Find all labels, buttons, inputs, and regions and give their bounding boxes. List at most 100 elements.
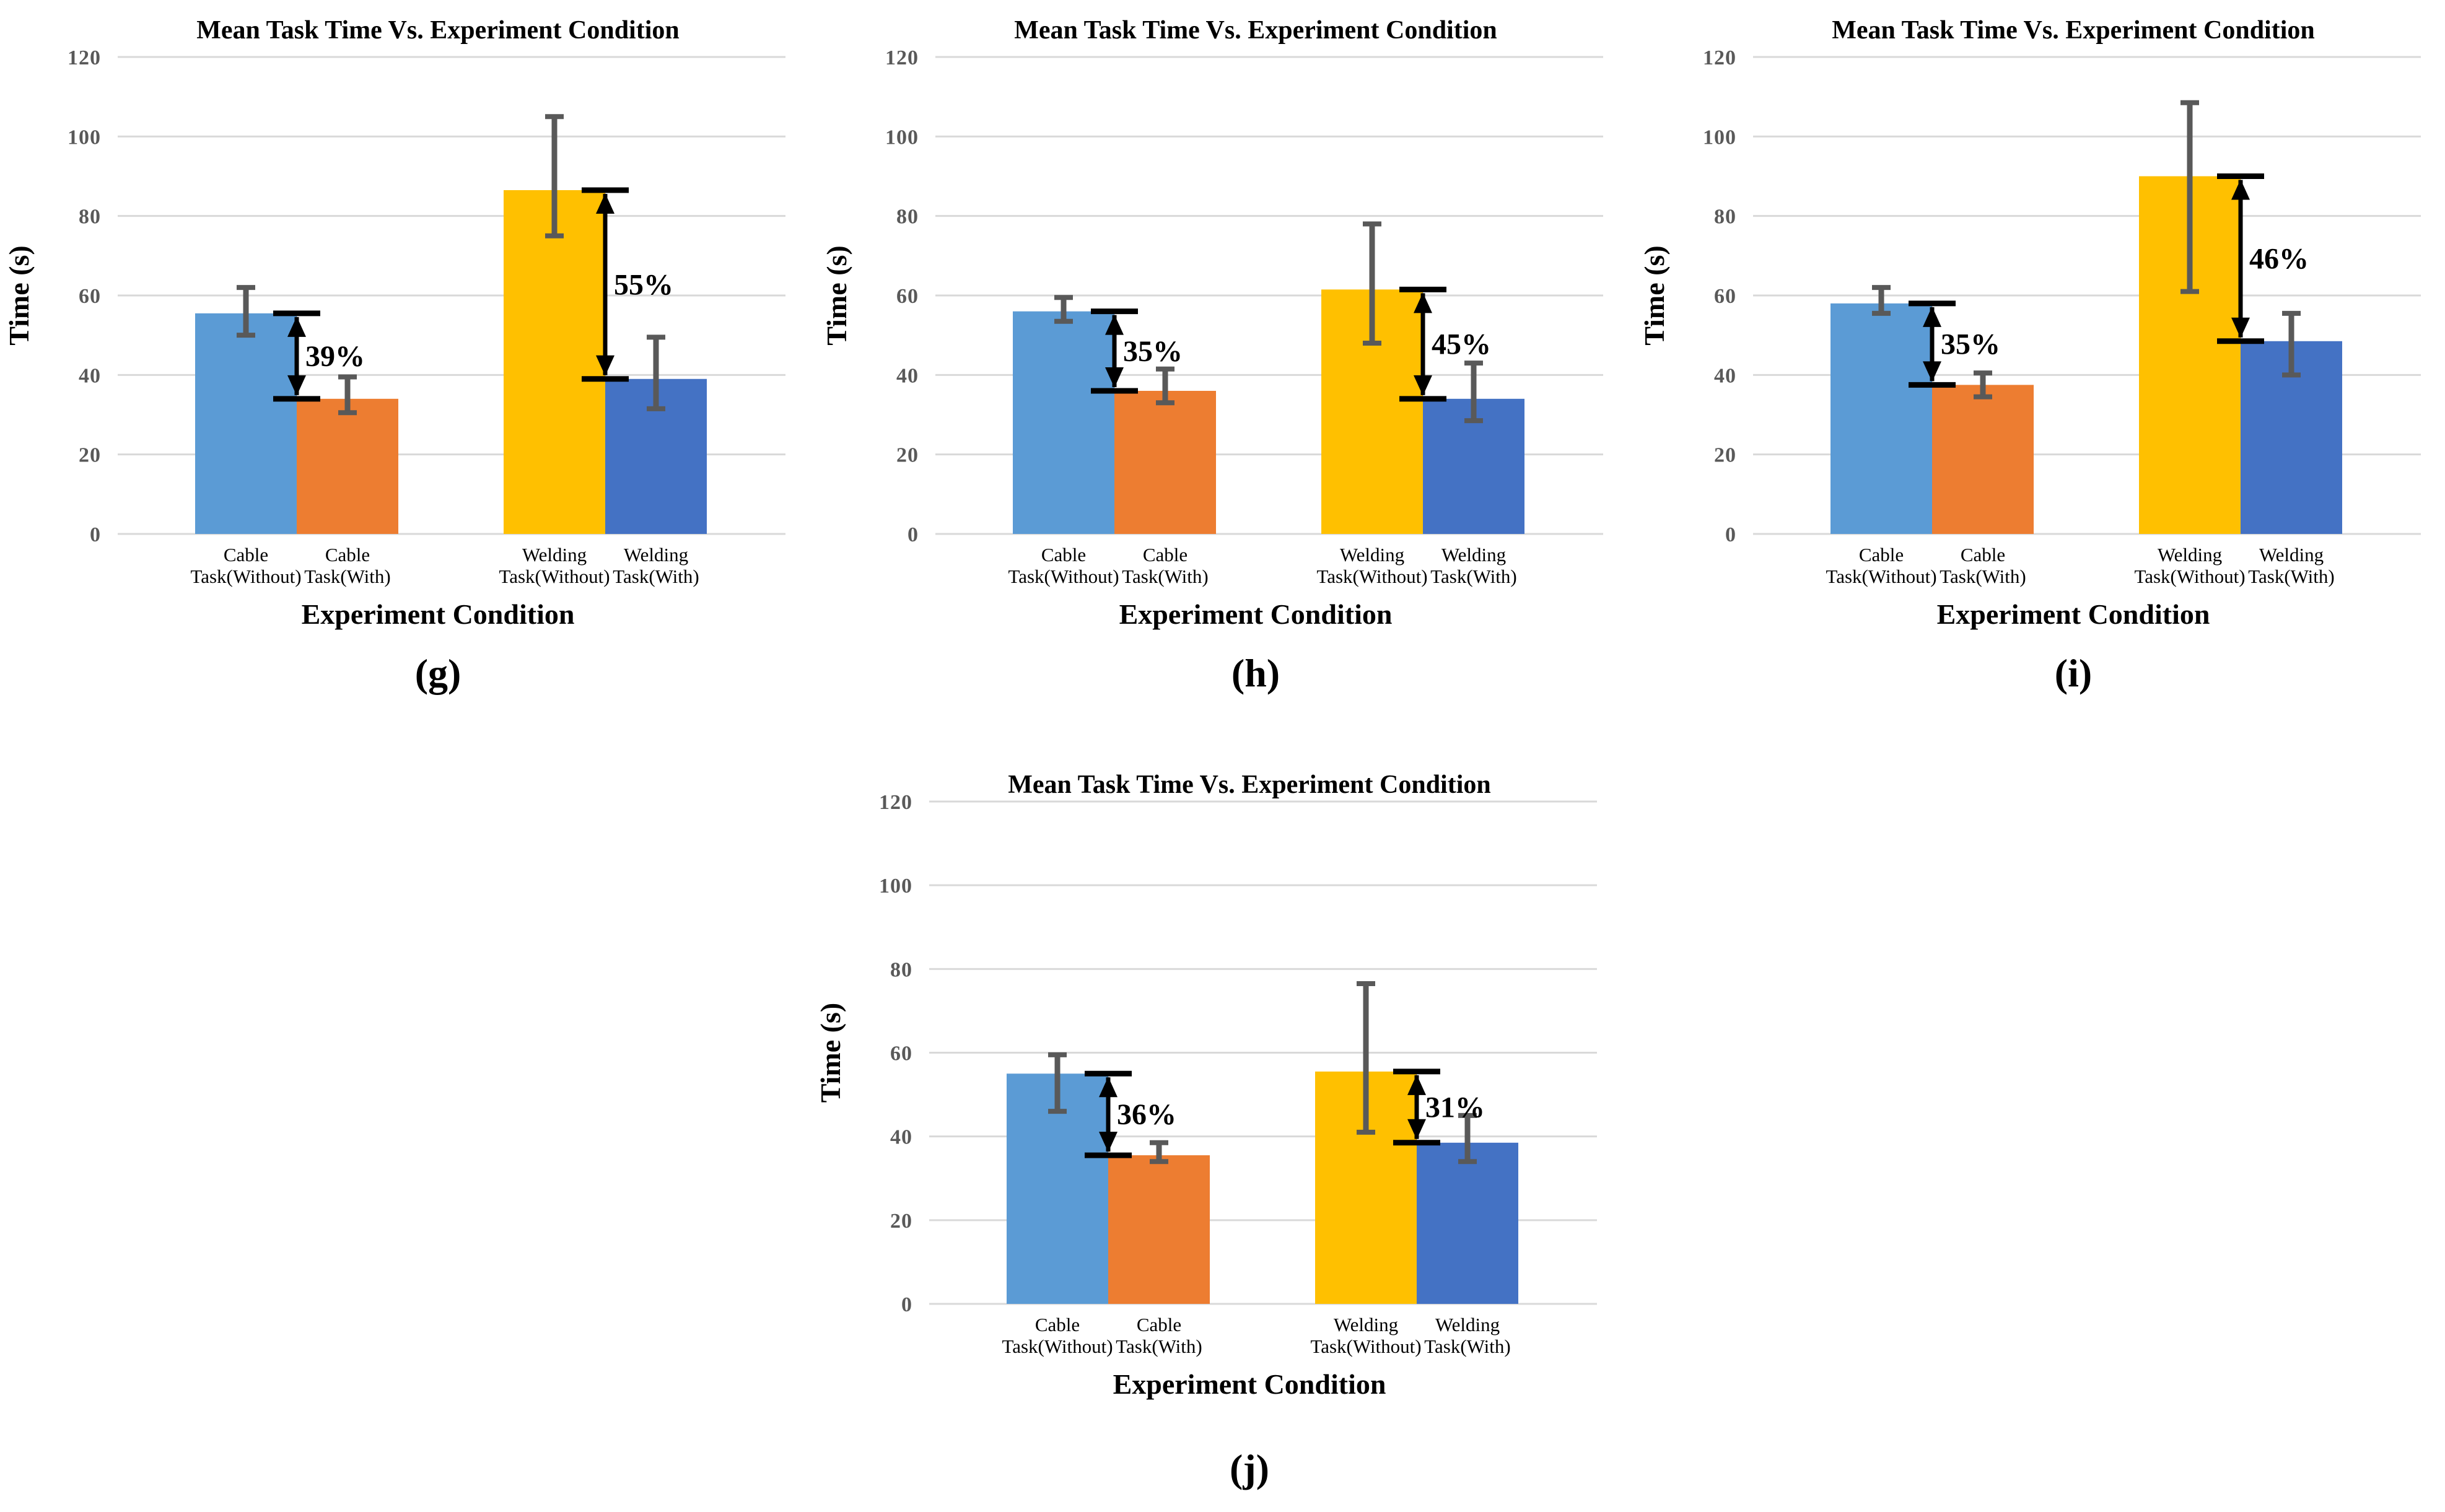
chart-svg-g: 0 20 40 60 80 100 120 Time (s) Mean Task Time Vs… — [3, 16, 785, 695]
arrow-up-icon — [1414, 292, 1432, 313]
category-label-line1: Cable — [325, 544, 370, 566]
error-bar-cable-task-with — [1156, 366, 1174, 406]
y-tick-label: 40 — [890, 1126, 912, 1149]
category-label-line2: Task(Without) — [1008, 566, 1119, 587]
annotation-percent-label: 31% — [1425, 1091, 1485, 1124]
y-tick-label: 80 — [79, 206, 101, 229]
chart-svg-h: 0 20 40 60 80 100 120 Time (s) Mean Task Time Vs… — [821, 16, 1603, 695]
category-label-line2: Task(Without) — [1316, 566, 1427, 587]
y-tick-label: 100 — [885, 126, 919, 149]
x-axis-title: Experiment Condition — [1937, 598, 2210, 630]
category-label-line1: Cable — [224, 544, 268, 566]
error-bar-welding-task-with — [2282, 310, 2301, 378]
bar-cable-task-without — [1830, 303, 1932, 534]
arrow-down-icon — [287, 375, 306, 396]
error-bar-cable-task-without — [1872, 285, 1891, 316]
error-bar-cable-task-with — [1974, 370, 1992, 400]
category-label-line2: Task(Without) — [190, 566, 301, 587]
category-label-line1: Welding — [522, 544, 587, 566]
bar-cable-task-without — [195, 313, 297, 534]
annotation-percent-label: 46% — [2249, 243, 2309, 276]
chart-title: Mean Task Time Vs. Experiment Condition — [1014, 16, 1497, 45]
category-label-line2: Task(With) — [1940, 566, 2026, 587]
y-tick-label: 60 — [890, 1042, 912, 1065]
chart-svg-j: 0 20 40 60 80 100 120 Time (s) Mean Task Time Vs… — [815, 771, 1597, 1490]
category-label-line1: Cable — [1137, 1314, 1181, 1335]
annotation-welding: 45% — [1399, 286, 1491, 402]
y-tick-label: 80 — [896, 206, 919, 229]
y-tick-label: 80 — [890, 958, 912, 981]
annotation-cable: 35% — [1909, 300, 2000, 388]
error-bar-welding-task-without — [1363, 221, 1381, 346]
arrow-up-icon — [287, 316, 306, 337]
category-label-line2: Task(Without) — [2134, 566, 2245, 587]
category-label-line2: Task(With) — [1116, 1335, 1202, 1357]
annotation-cable: 36% — [1085, 1070, 1176, 1158]
y-tick-label: 0 — [1725, 523, 1736, 546]
annotation-percent-label: 55% — [614, 268, 673, 301]
error-bar-cable-task-without — [1048, 1052, 1067, 1114]
panel-label: (g) — [415, 651, 461, 695]
y-axis-title: Time (s) — [1638, 245, 1670, 345]
error-bar-cable-task-without — [237, 285, 255, 338]
y-tick-label: 120 — [885, 46, 919, 69]
chart-panel-h: 0 20 40 60 80 100 120 Time (s) Mean Task Time Vs… — [818, 2, 1633, 736]
category-label-line1: Welding — [1435, 1314, 1500, 1335]
y-axis-title: Time (s) — [3, 245, 35, 345]
y-tick-label: 20 — [890, 1210, 912, 1233]
category-label-line2: Task(With) — [2248, 566, 2335, 587]
y-axis-title: Time (s) — [821, 245, 852, 345]
annotation-percent-label: 36% — [1117, 1098, 1176, 1131]
bar-welding-task-with — [1417, 1142, 1518, 1304]
arrow-down-icon — [2231, 317, 2250, 338]
arrow-down-icon — [1407, 1119, 1426, 1140]
y-tick-label: 60 — [896, 285, 919, 308]
y-tick-label: 40 — [1714, 364, 1736, 387]
panel-label: (i) — [2055, 651, 2092, 695]
category-label-line2: Task(Without) — [499, 566, 610, 587]
category-label-line1: Cable — [1143, 544, 1188, 566]
annotation-cable: 35% — [1091, 308, 1183, 394]
annotation-percent-label: 39% — [305, 340, 365, 373]
x-axis-title: Experiment Condition — [1113, 1368, 1386, 1400]
error-bar-welding-task-without — [1357, 981, 1375, 1135]
error-bar-welding-task-with — [647, 334, 665, 411]
category-label-line1: Welding — [1334, 1314, 1398, 1335]
chart-title: Mean Task Time Vs. Experiment Condition — [196, 16, 679, 45]
y-tick-label: 20 — [896, 444, 919, 467]
bar-cable-task-with — [1932, 385, 2034, 534]
y-tick-label: 0 — [901, 1293, 912, 1316]
bar-cable-task-with — [1108, 1155, 1210, 1304]
error-bar-welding-task-without — [545, 114, 564, 238]
y-tick-label: 120 — [879, 791, 912, 814]
arrow-up-icon — [1105, 314, 1124, 335]
annotation-welding: 46% — [2217, 173, 2309, 344]
category-label-line1: Cable — [1041, 544, 1086, 566]
y-tick-label: 60 — [79, 285, 101, 308]
chart-panel-i: 0 20 40 60 80 100 120 Time (s) Mean Task Time Vs… — [1635, 2, 2445, 736]
error-bar-cable-task-with — [338, 374, 357, 416]
arrow-down-icon — [1105, 367, 1124, 388]
arrow-up-icon — [1923, 306, 1941, 327]
error-bar-cable-task-without — [1054, 295, 1073, 324]
x-axis-title: Experiment Condition — [1119, 598, 1393, 630]
category-label-line2: Task(With) — [613, 566, 699, 587]
y-tick-label: 20 — [79, 444, 101, 467]
annotation-percent-label: 45% — [1432, 328, 1491, 361]
category-label-line1: Welding — [624, 544, 688, 566]
arrow-up-icon — [1407, 1074, 1426, 1095]
annotation-percent-label: 35% — [1941, 328, 2000, 361]
y-tick-label: 0 — [90, 523, 101, 546]
y-tick-label: 120 — [68, 46, 101, 69]
x-axis-title: Experiment Condition — [302, 598, 575, 630]
chart-svg-i: 0 20 40 60 80 100 120 Time (s) Mean Task Time Vs… — [1638, 16, 2421, 695]
y-tick-label: 40 — [896, 364, 919, 387]
arrow-up-icon — [596, 193, 615, 214]
arrow-down-icon — [1099, 1132, 1118, 1153]
category-label-line1: Welding — [2158, 544, 2222, 566]
chart-panel-j: 0 20 40 60 80 100 120 Time (s) Mean Task Time Vs… — [811, 763, 1629, 1512]
category-label-line1: Welding — [2259, 544, 2324, 566]
arrow-up-icon — [2231, 179, 2250, 200]
bar-cable-task-with — [1114, 391, 1216, 534]
